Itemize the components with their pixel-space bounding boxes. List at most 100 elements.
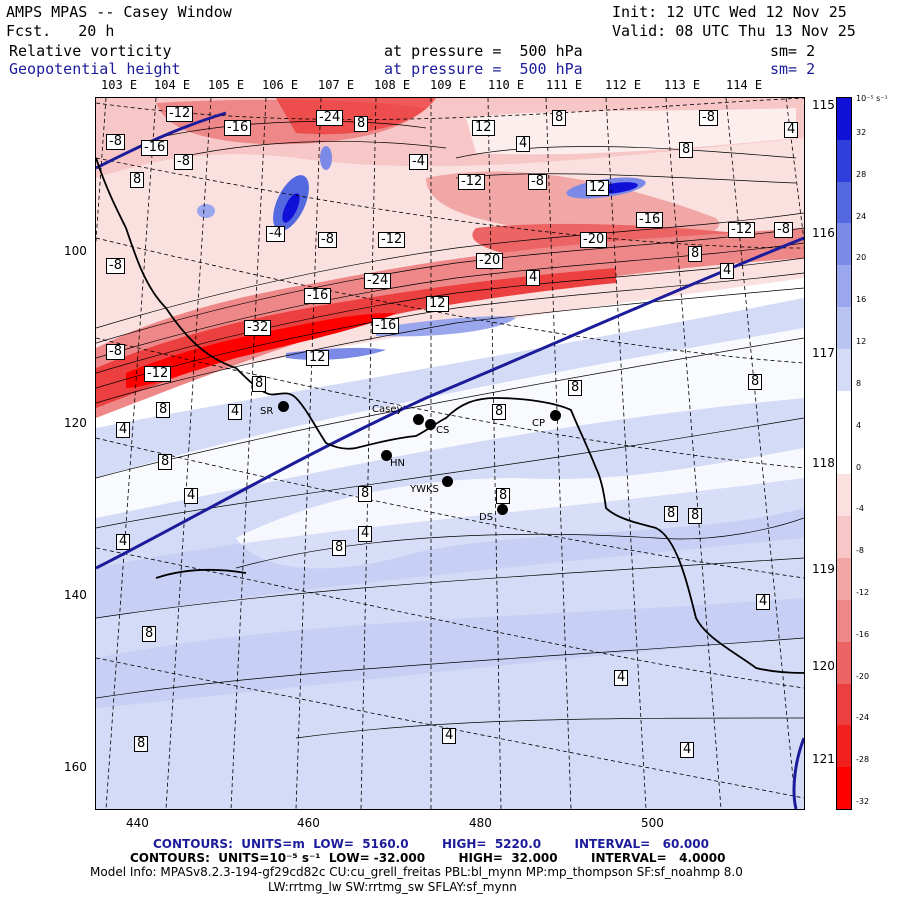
contour-label: 4 [358, 526, 373, 542]
contour-label: -4 [409, 154, 428, 170]
colorbar-segment [837, 641, 851, 685]
colorbar-tick-label: 20 [856, 253, 867, 263]
contour-label: -8 [774, 222, 793, 238]
vorticity-max-blue [197, 204, 215, 218]
site-label-casey: Casey [372, 404, 403, 415]
field-2-pressure: at pressure = 500 hPa [384, 60, 583, 78]
contour-label: -4 [266, 226, 285, 242]
colorbar-segment [837, 516, 851, 559]
contour-label: -12 [144, 366, 172, 382]
contour-label: 8 [664, 506, 679, 522]
lon-label: 111 E [546, 78, 583, 92]
contour-label: -16 [372, 318, 400, 334]
contour-label: 4 [442, 728, 457, 744]
site-marker-hn[interactable] [381, 450, 392, 461]
contour-label: 8 [354, 116, 369, 132]
contour-label: 8 [332, 540, 347, 556]
site-marker-cs[interactable] [425, 419, 436, 430]
vorticity-fill-positive-light [96, 598, 804, 708]
lon-label: 112 E [605, 78, 642, 92]
colorbar [836, 97, 852, 810]
contour-label: 8 [252, 376, 267, 392]
site-marker-sr[interactable] [278, 401, 289, 412]
site-marker-ds[interactable] [497, 504, 508, 515]
vorticity-fill-white-band [96, 328, 804, 518]
contour-label: 4 [680, 742, 695, 758]
contour-label: -16 [636, 212, 664, 228]
contour-label: 4 [784, 122, 799, 138]
site-label-ds: DS [479, 512, 494, 523]
lon-label: 109 E [430, 78, 467, 92]
colorbar-segment [837, 558, 851, 601]
y-tick: 140 [64, 588, 87, 602]
contour-label: -12 [378, 232, 406, 248]
colorbar-segment [837, 265, 851, 308]
contour-label: 8 [688, 246, 703, 262]
contour-label: 4 [516, 136, 531, 152]
contour-label: -16 [304, 288, 332, 304]
footer-contour-vorticity: CONTOURS: UNITS=10⁻⁵ s⁻¹ LOW= -32.000 HI… [130, 851, 726, 865]
vorticity-fill-positive-light [96, 478, 804, 618]
site-label-hn: HN [390, 458, 405, 469]
x-tick: 480 [469, 816, 492, 830]
contour-label: 4 [614, 670, 629, 686]
colorbar-tick-label: -28 [856, 755, 870, 765]
lon-label: 106 E [262, 78, 299, 92]
contour-label: -8 [106, 258, 125, 274]
x-tick: 460 [297, 816, 320, 830]
footer-model-info: Model Info: MPASv8.2.3-194-gf29cd82c CU:… [90, 865, 743, 879]
colorbar-tick-label: 8 [856, 378, 862, 388]
lon-label: 113 E [664, 78, 701, 92]
contour-label: 8 [568, 380, 583, 396]
init-time: Init: 12 UTC Wed 12 Nov 25 [612, 3, 847, 21]
contour-label: 8 [748, 374, 763, 390]
contour-label: 8 [496, 488, 511, 504]
lon-label: 105 E [208, 78, 245, 92]
field-1-pressure: at pressure = 500 hPa [384, 42, 583, 60]
contour-label: -32 [244, 320, 272, 336]
contour-label: 4 [116, 534, 131, 550]
contour-label: -8 [318, 232, 337, 248]
lon-label: 108 E [374, 78, 411, 92]
site-label-cp: CP [532, 418, 546, 429]
contour-label: -16 [141, 140, 169, 156]
lon-label: 107 E [318, 78, 355, 92]
contour-label: 8 [142, 626, 157, 642]
colorbar-tick-label: 0 [856, 462, 862, 472]
y-tick: 100 [64, 244, 87, 258]
colorbar-segment [837, 432, 851, 475]
contour-label: 4 [184, 488, 199, 504]
y-tick: 120 [64, 416, 87, 430]
colorbar-tick-label: 28 [856, 169, 867, 179]
colorbar-segment [837, 390, 851, 434]
map-svg [96, 98, 804, 809]
contour-label: 4 [720, 263, 735, 279]
map-title: AMPS MPAS -- Casey Window [6, 3, 232, 21]
contour-label: -12 [458, 174, 486, 190]
site-label-ywks: YWKS [410, 484, 439, 495]
contour-label: 8 [130, 172, 145, 188]
site-label-cs: CS [436, 425, 450, 436]
colorbar-tick-label: -4 [856, 504, 864, 514]
colorbar-segment [837, 139, 851, 183]
colorbar-segment [837, 474, 851, 517]
lon-label: 104 E [154, 78, 191, 92]
colorbar-tick-label: -16 [856, 629, 870, 639]
contour-label: -12 [166, 106, 194, 122]
colorbar-segment [837, 725, 851, 768]
colorbar-tick-label: -12 [856, 587, 870, 597]
vorticity-max-blue [320, 146, 332, 170]
contour-label: -8 [528, 174, 547, 190]
site-marker-casey[interactable] [413, 414, 424, 425]
contour-label: 4 [756, 594, 771, 610]
lon-label: 114 E [726, 78, 763, 92]
site-marker-ywks[interactable] [442, 476, 453, 487]
site-marker-cp[interactable] [550, 410, 561, 421]
contour-label: -8 [699, 110, 718, 126]
colorbar-segment [837, 223, 851, 266]
colorbar-tick-label: 32 [856, 127, 867, 137]
colorbar-unit: 10⁻⁵ s⁻¹ [856, 94, 888, 103]
contour-label: 8 [358, 486, 373, 502]
geopotential-contours [96, 111, 804, 809]
contour-label: 12 [586, 180, 609, 196]
